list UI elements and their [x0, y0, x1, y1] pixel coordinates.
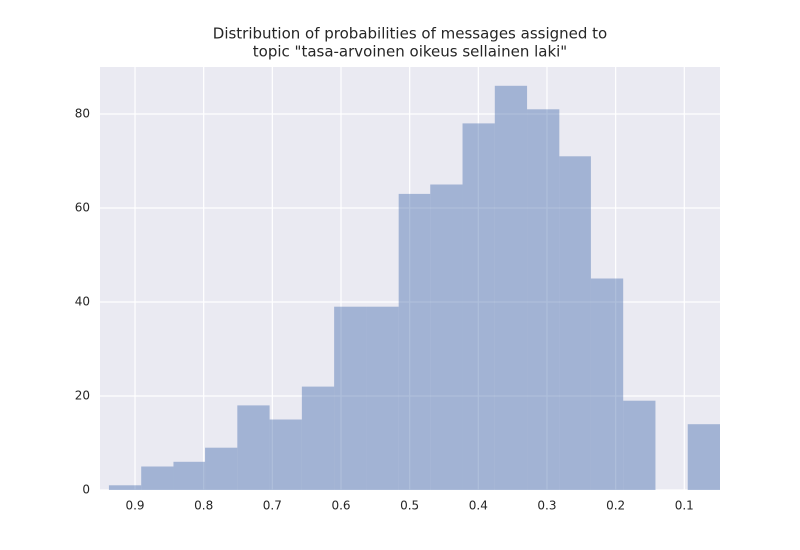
bar — [462, 123, 495, 491]
y-tick-label: 20 — [75, 389, 90, 403]
x-tick-label: 0.9 — [125, 499, 144, 513]
x-tick-label: 0.8 — [194, 499, 213, 513]
bar — [237, 405, 270, 490]
x-tick-label: 0.1 — [675, 499, 694, 513]
bar — [205, 447, 238, 490]
bar — [559, 156, 591, 491]
bar — [494, 85, 528, 491]
bar — [301, 386, 335, 490]
bar — [269, 419, 302, 490]
bar — [108, 485, 142, 490]
bar — [366, 306, 399, 490]
bar — [687, 424, 720, 490]
bar — [398, 193, 431, 490]
x-tick-label: 0.7 — [263, 499, 282, 513]
y-tick-label: 60 — [75, 201, 90, 215]
y-tick-label: 80 — [75, 107, 90, 121]
x-tick-label: 0.3 — [537, 499, 556, 513]
bar — [141, 466, 174, 490]
x-tick-label: 0.4 — [469, 499, 488, 513]
x-tick-label: 0.2 — [606, 499, 625, 513]
chart-title: topic "tasa-arvoinen oikeus sellainen la… — [253, 43, 567, 61]
y-tick-label: 0 — [82, 483, 90, 497]
y-tick-label: 40 — [75, 295, 90, 309]
x-tick-label: 0.5 — [400, 499, 419, 513]
x-tick-label: 0.6 — [331, 499, 350, 513]
bar — [527, 109, 560, 491]
chart-title: Distribution of probabilities of message… — [213, 25, 607, 43]
bar — [173, 461, 206, 490]
bar — [430, 184, 463, 490]
bar — [623, 400, 656, 490]
bar — [334, 306, 367, 490]
bar — [590, 278, 624, 490]
